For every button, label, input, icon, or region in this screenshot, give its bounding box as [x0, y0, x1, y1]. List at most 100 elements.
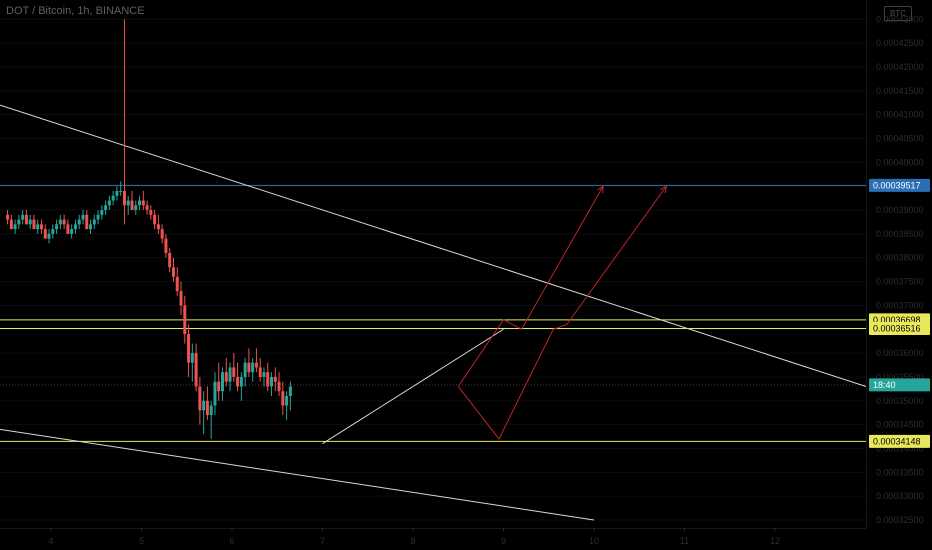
candle-body	[262, 372, 266, 377]
candle-body	[243, 362, 247, 377]
candle-body	[228, 367, 232, 382]
candle	[119, 181, 123, 196]
candle-body	[32, 219, 36, 230]
price-label: 0.00034148	[869, 434, 930, 448]
candle-body	[153, 214, 157, 225]
currency-button[interactable]: BTC	[884, 6, 912, 21]
candle-body	[209, 405, 213, 416]
projection-path	[457, 185, 667, 440]
candle	[111, 190, 115, 206]
trendline	[0, 428, 595, 521]
candle-body	[115, 190, 119, 196]
candle	[213, 372, 217, 416]
candle-body	[126, 200, 130, 206]
candle-body	[236, 376, 240, 387]
candle-body	[70, 229, 74, 234]
price-label-bg	[869, 378, 930, 392]
candle	[194, 343, 198, 392]
gridlines	[0, 0, 867, 529]
candle-body	[24, 214, 28, 225]
candle-body	[156, 224, 160, 230]
candle	[156, 214, 160, 234]
candle-body	[122, 190, 126, 206]
candle-body	[220, 372, 224, 392]
y-tick-label: 0.00040000	[876, 157, 924, 167]
candle	[198, 376, 202, 425]
candle	[239, 372, 243, 401]
candle	[85, 210, 89, 230]
candle	[254, 348, 258, 373]
candle	[81, 210, 85, 225]
x-tick-label: 11	[680, 536, 689, 546]
y-tick-label: 0.00036000	[876, 348, 924, 358]
y-tick-label: 0.00040500	[876, 134, 924, 144]
candle-body	[160, 229, 164, 239]
candle-body	[239, 376, 243, 387]
candle	[70, 224, 74, 239]
candle-body	[85, 214, 89, 230]
arrowhead	[660, 185, 668, 194]
candle	[39, 219, 43, 234]
candle-body	[17, 219, 21, 225]
candle	[285, 391, 289, 420]
candle	[175, 267, 179, 296]
candle	[243, 357, 247, 387]
candle-body	[232, 367, 236, 377]
candle-body	[251, 362, 255, 373]
candle	[73, 219, 77, 234]
price-label: 18:40	[869, 378, 930, 392]
x-tick-label: 12	[770, 536, 780, 546]
price-axis[interactable]: 0.00043000 0.00042500 0.00042000 0.00041500…	[876, 14, 924, 525]
y-tick-label: 0.00033000	[876, 491, 924, 501]
candle-body	[81, 214, 85, 220]
candle-body	[285, 396, 289, 406]
price-label-text: 18:40	[873, 380, 896, 390]
x-tick-label: 7	[320, 536, 325, 546]
candle-body	[266, 372, 270, 387]
price-label-text: 0.00034148	[873, 437, 921, 447]
time-axis[interactable]: 4 5 6 7 8 9 10 11 12	[48, 528, 780, 546]
candle	[273, 367, 277, 392]
candle	[251, 357, 255, 382]
y-tick-label: 0.00034500	[876, 420, 924, 430]
candle-body	[36, 224, 40, 230]
price-label-text: 0.00036516	[873, 324, 921, 334]
y-tick-label: 0.00032500	[876, 515, 924, 525]
candle-body	[100, 210, 104, 215]
candle-body	[205, 400, 209, 416]
candle-body	[224, 372, 228, 382]
candle-body	[179, 291, 183, 306]
candle-body	[111, 195, 115, 201]
candle	[190, 343, 194, 382]
price-label: 0.00036516	[869, 321, 930, 335]
candle	[183, 295, 187, 344]
trendline	[322, 328, 504, 445]
symbol-title[interactable]: DOT / Bitcoin, 1h, BINANCE	[6, 5, 145, 17]
candle	[232, 353, 236, 382]
candle-body	[77, 219, 81, 225]
candle	[266, 362, 270, 392]
price-label-text: 0.00036698	[873, 315, 921, 325]
candle	[13, 219, 17, 234]
y-tick-label: 0.00035500	[876, 372, 924, 382]
candle	[228, 362, 232, 392]
candle	[209, 400, 213, 439]
candle-body	[183, 305, 187, 335]
candle	[21, 210, 25, 225]
candle-body	[198, 386, 202, 411]
candle	[104, 200, 108, 215]
candle-body	[92, 219, 96, 225]
candle-body	[39, 224, 43, 230]
candle	[6, 210, 10, 225]
candlesticks	[6, 19, 292, 439]
candle	[179, 281, 183, 315]
x-tick-label: 5	[139, 536, 144, 546]
candle	[171, 257, 175, 282]
candle	[224, 357, 228, 387]
candle-body	[138, 200, 142, 206]
candle	[236, 362, 240, 392]
candle-body	[13, 224, 17, 230]
candle	[270, 372, 274, 397]
